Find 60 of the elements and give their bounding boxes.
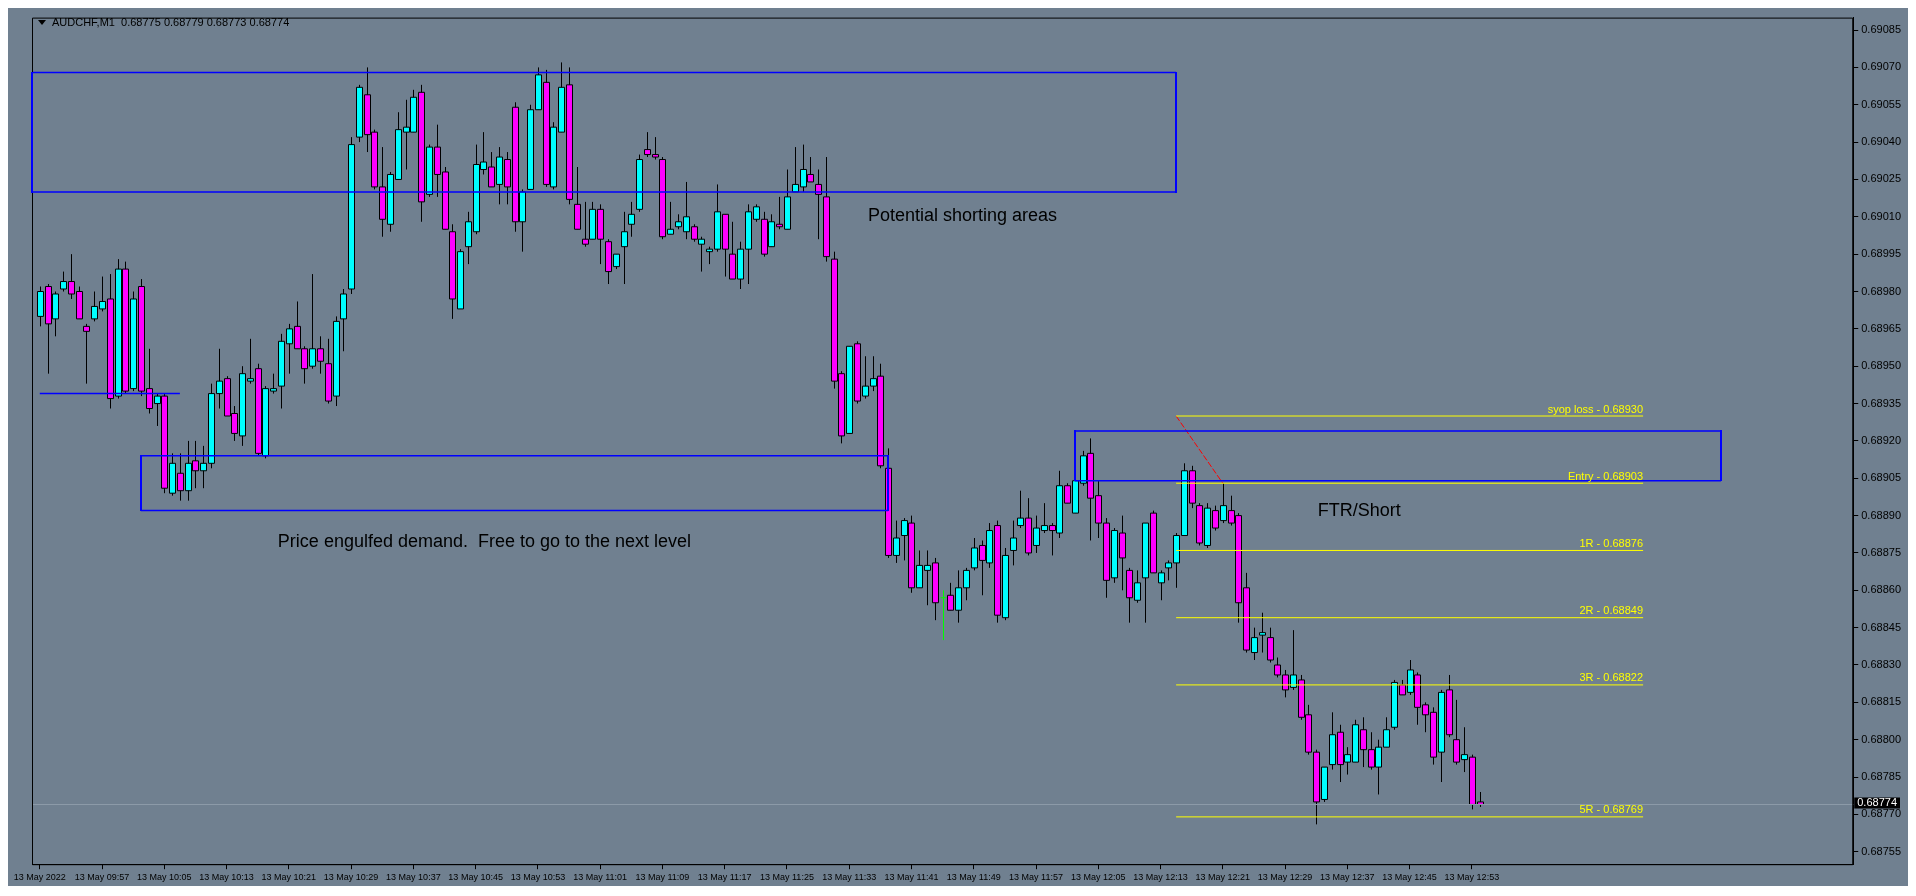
series-label: 2R - 0.68849 (1579, 604, 1644, 617)
y-tick-label: 0.68935 (1861, 396, 1901, 409)
y-tick-label: 0.68890 (1861, 508, 1901, 521)
x-tick-label: 13 May 11:17 (697, 872, 752, 883)
series-label: 3R - 0.68822 (1579, 671, 1644, 684)
series-label: Entry - 0.68903 (1567, 469, 1644, 482)
candlestick (1259, 612, 1266, 654)
x-tick-label: 13 May 11:25 (760, 872, 814, 883)
series-label: 5R - 0.68769 (1579, 803, 1644, 816)
y-tick-label: 0.68950 (1861, 359, 1901, 372)
x-tick-label: 13 May 12:13 (1133, 872, 1188, 883)
x-tick-label: 13 May 12:37 (1320, 872, 1375, 883)
y-tick-label: 0.69055 (1861, 97, 1901, 110)
chart-title: AUDCHF,M1 0.68775 0.68779 0.68773 0.68774 (52, 16, 290, 28)
x-tick-label: 13 May 2022 (13, 872, 66, 883)
y-tick-label: 0.68980 (1861, 284, 1901, 297)
y-tick-label: 0.69085 (1861, 23, 1901, 36)
x-tick-label: 13 May 10:45 (448, 872, 503, 883)
y-tick-label: 0.68965 (1861, 321, 1901, 334)
x-tick-label: 13 May 12:29 (1257, 872, 1313, 883)
x-tick-label: 13 May 12:21 (1195, 872, 1251, 883)
x-tick-label: 13 May 11:57 (1009, 872, 1063, 883)
y-tick-label: 0.68860 (1861, 583, 1901, 596)
y-tick-label: 0.68920 (1861, 433, 1901, 446)
candlestick (940, 589, 947, 641)
x-tick-label: 13 May 10:21 (261, 872, 317, 883)
x-tick-label: 13 May 10:53 (510, 872, 566, 883)
x-tick-label: 13 May 11:33 (822, 872, 877, 883)
y-tick-label: 0.68995 (1861, 247, 1901, 260)
y-tick-label: 0.68800 (1861, 732, 1901, 745)
x-tick-label: 13 May 12:53 (1444, 872, 1500, 883)
y-tick-label: 0.68905 (1861, 471, 1901, 484)
series-label: 1R - 0.68876 (1579, 536, 1644, 549)
annotation: Price engulfed demand. Free to go to the next level (277, 531, 692, 552)
x-tick-label: 13 May 09:57 (74, 872, 130, 883)
y-tick-label: 0.69040 (1861, 135, 1901, 148)
y-tick-label: 0.68815 (1861, 695, 1901, 708)
x-tick-label: 13 May 10:13 (199, 872, 254, 883)
x-tick-label: 13 May 10:05 (137, 872, 192, 883)
x-tick-label: 13 May 12:45 (1382, 872, 1437, 883)
y-tick-label: 0.68755 (1861, 844, 1901, 857)
series-label: syop loss - 0.68930 (1547, 402, 1644, 415)
x-tick-label: 13 May 10:37 (386, 872, 441, 883)
x-tick-label: 13 May 11:49 (946, 872, 1001, 883)
annotation: FTR/Short (1317, 500, 1401, 521)
ref-line-label: 0.68774 (1857, 796, 1897, 809)
y-tick-label: 0.68770 (1861, 807, 1901, 820)
y-tick-label: 0.68845 (1861, 620, 1901, 633)
y-tick-label: 0.68785 (1861, 770, 1901, 783)
y-tick-label: 0.69070 (1861, 60, 1901, 73)
x-tick-label: 13 May 11:41 (884, 872, 939, 883)
x-tick-label: 13 May 10:29 (323, 872, 379, 883)
y-tick-label: 0.69025 (1861, 172, 1901, 185)
y-tick-label: 0.68875 (1861, 545, 1901, 558)
x-tick-label: 13 May 11:09 (635, 872, 690, 883)
x-tick-label: 13 May 12:05 (1071, 872, 1126, 883)
y-tick-label: 0.68830 (1861, 658, 1901, 671)
annotation: Potential shorting areas (867, 204, 1058, 225)
x-tick-label: 13 May 11:01 (573, 872, 628, 883)
y-tick-label: 0.69010 (1861, 209, 1901, 222)
